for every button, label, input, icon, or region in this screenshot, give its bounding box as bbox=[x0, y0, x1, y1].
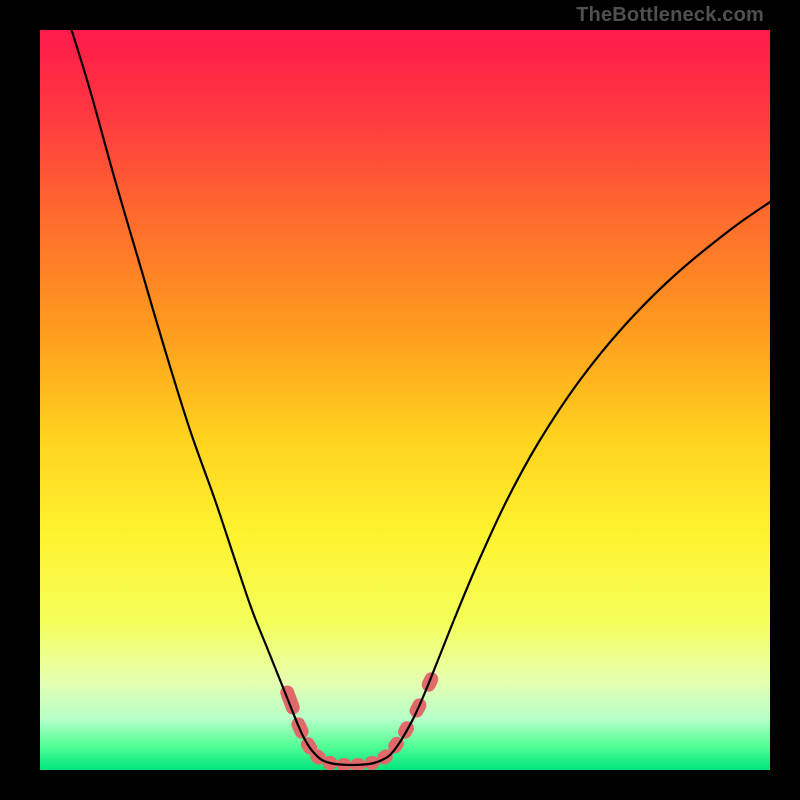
chart-frame: TheBottleneck.com bbox=[0, 0, 800, 800]
gradient-background bbox=[40, 30, 770, 770]
plot-area bbox=[40, 30, 770, 770]
plot-svg bbox=[40, 30, 770, 770]
watermark-text: TheBottleneck.com bbox=[576, 4, 764, 27]
